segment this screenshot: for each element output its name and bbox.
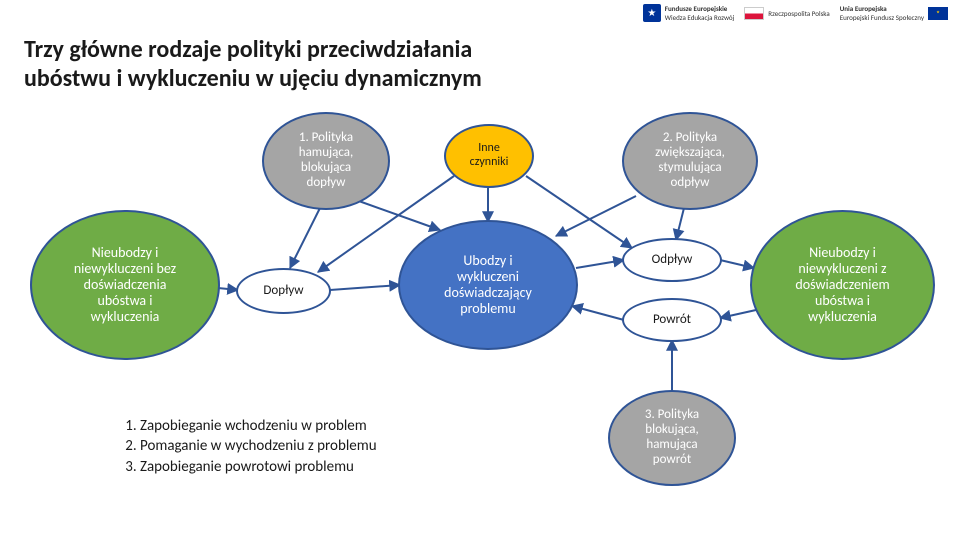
fe-sub: Wiedza Edukacja Rozwój: [665, 13, 735, 22]
node-return: Powrót: [622, 298, 722, 342]
edge-0: [218, 288, 238, 290]
fe-logo-icon: [643, 4, 661, 22]
node-policy2: 2. Polityka zwiększająca, stymulująca od…: [622, 112, 758, 210]
edge-8: [576, 260, 624, 268]
edge-3: [356, 200, 440, 230]
node-inne: Inne czynniki: [444, 124, 534, 188]
rp-label: Rzeczpospolita Polska: [768, 9, 829, 18]
node-left_green: Nieubodzy i niewykluczeni bez doświadcze…: [30, 210, 220, 360]
edge-2: [290, 208, 320, 268]
fe-logo-block: Fundusze Europejskie Wiedza Edukacja Roz…: [643, 4, 735, 22]
edge-11: [720, 310, 756, 318]
node-policy3: 3. Polityka blokująca, hamująca powrót: [608, 390, 736, 486]
eu-sub: Europejski Fundusz Społeczny: [840, 13, 924, 22]
page-title: Trzy główne rodzaje polityki przeciwdzia…: [24, 36, 544, 94]
eu-logo-block: Unia Europejska Europejski Fundusz Społe…: [840, 4, 948, 22]
node-policy1: 1. Polityka hamująca, blokująca dopływ: [262, 112, 390, 210]
node-outflow: Odpływ: [622, 238, 722, 282]
poland-flag-icon: [744, 7, 764, 20]
summary-item-3: Zapobieganie powrotowi problemu: [140, 457, 377, 477]
edge-9: [720, 260, 754, 268]
edge-5: [556, 196, 636, 236]
fe-label: Fundusze Europejskie: [665, 4, 735, 13]
node-inflow: Dopływ: [236, 268, 331, 314]
summary-list: Zapobieganie wchodzeniu w problemPomagan…: [118, 416, 377, 477]
summary-item-1: Zapobieganie wchodzeniu w problem: [140, 416, 377, 436]
node-right_green: Nieubodzy i niewykluczeni z doświadczeni…: [750, 210, 935, 360]
header-logos: Fundusze Europejskie Wiedza Edukacja Roz…: [643, 4, 948, 22]
eu-flag-icon: [928, 7, 948, 20]
edge-10: [676, 208, 684, 240]
edge-12: [572, 306, 624, 320]
summary-item-2: Pomaganie w wychodzeniu z problemu: [140, 436, 377, 456]
rp-logo-block: Rzeczpospolita Polska: [744, 7, 829, 20]
edge-1: [330, 285, 400, 290]
eu-label: Unia Europejska: [840, 4, 924, 13]
node-center_blue: Ubodzy i wykluczeni doświadczający probl…: [398, 220, 578, 350]
